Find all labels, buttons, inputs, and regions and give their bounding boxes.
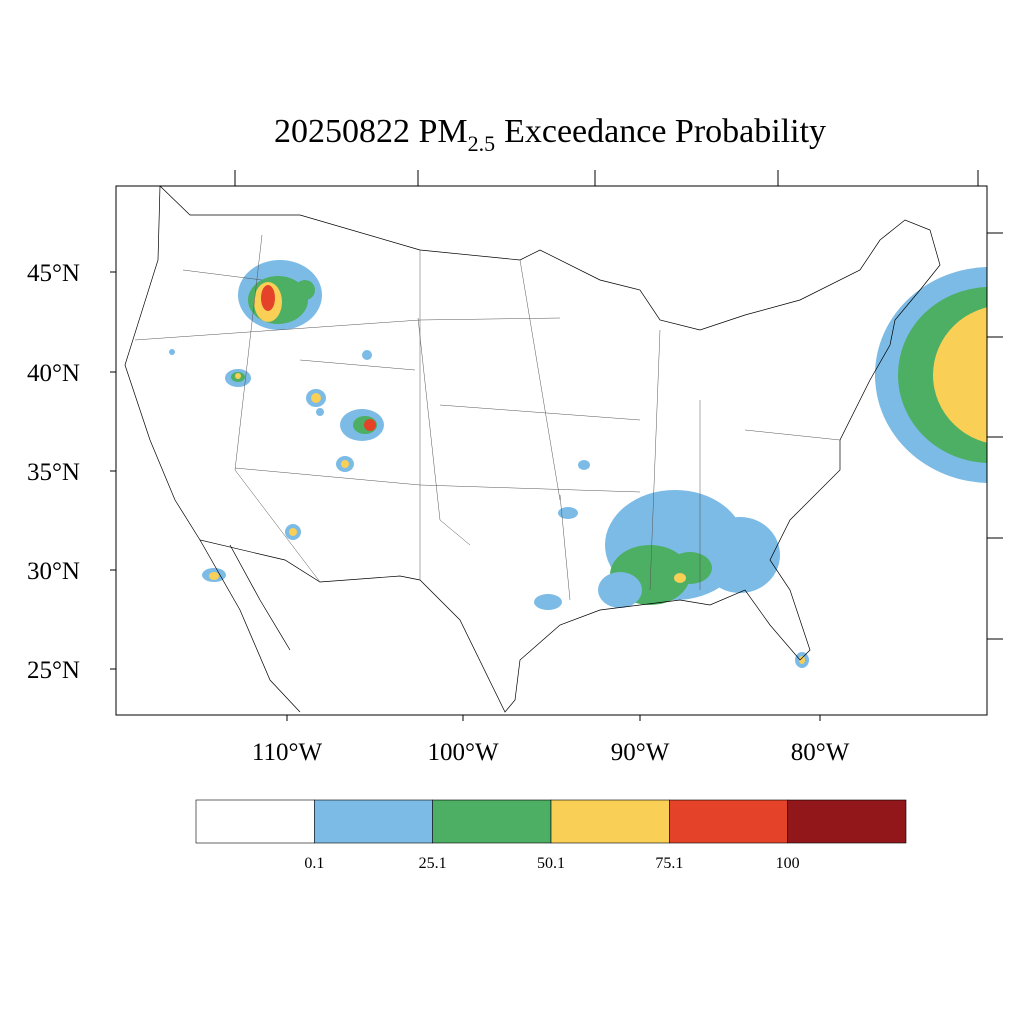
colorbar-box: [432, 799, 552, 844]
probability-blob: [933, 307, 987, 443]
probability-blob: [235, 373, 241, 379]
colorbar-label: 50.1: [537, 855, 565, 872]
gulf-of-california: [199, 539, 301, 713]
us-outline: [124, 186, 941, 713]
title-main: 20250822 PM: [274, 113, 468, 150]
probability-blob: [295, 280, 315, 300]
lon-label: 100°W: [427, 739, 498, 766]
probability-blob: [311, 393, 321, 403]
ticks: 45°N 40°N 35°N 30°N 25°N 110°W 100°W 90°W 80°W: [27, 170, 1003, 766]
probability-blob: [341, 460, 349, 468]
lon-label: 80°W: [791, 739, 850, 766]
colorbar-box: [195, 799, 315, 844]
probability-blob: [598, 572, 642, 608]
probability-blob: [209, 572, 219, 580]
probability-blob: [316, 408, 324, 416]
lon-label: 110°W: [252, 739, 323, 766]
lat-label: 25°N: [27, 657, 80, 684]
probability-blob: [674, 573, 686, 583]
probability-blob: [534, 594, 562, 610]
title-subscript: 2.5: [468, 131, 496, 156]
probability-blob: [261, 285, 275, 311]
title-rest: Exceedance Probability: [504, 113, 826, 150]
colorbar-box: [314, 799, 433, 844]
colorbar-label: 25.1: [419, 855, 447, 872]
probability-blob: [558, 507, 578, 519]
probability-blob: [289, 528, 297, 536]
title: 20250822 PM2.5 Exceedance Probability: [274, 113, 826, 156]
map-frame: [115, 185, 988, 716]
probability-blob: [362, 350, 372, 360]
probability-blob: [364, 419, 376, 431]
colorbar-label: 0.1: [304, 855, 324, 872]
probability-blob: [700, 517, 780, 593]
lat-label: 30°N: [27, 558, 80, 585]
colorbar-box: [550, 799, 670, 844]
lon-label: 90°W: [611, 739, 670, 766]
probability-blob: [578, 460, 590, 470]
probability-blob: [799, 656, 805, 664]
lat-label: 45°N: [27, 260, 80, 287]
colorbar: 0.1 25.1 50.1 75.1 100: [195, 799, 907, 872]
colorbar-label: 75.1: [655, 855, 683, 872]
lat-label: 40°N: [27, 360, 80, 387]
probability-blob: [169, 349, 175, 355]
map-area: [124, 186, 987, 713]
probability-fields: [169, 260, 987, 668]
colorbar-label: 100: [776, 855, 800, 872]
colorbar-box: [669, 799, 788, 844]
colorbar-box: [787, 799, 907, 844]
lat-label: 35°N: [27, 459, 80, 486]
state-lines: [134, 234, 841, 601]
